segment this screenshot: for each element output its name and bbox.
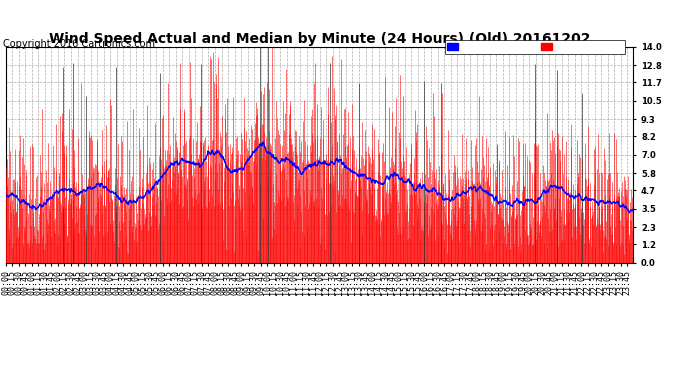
Title: Wind Speed Actual and Median by Minute (24 Hours) (Old) 20161202: Wind Speed Actual and Median by Minute (… xyxy=(49,32,590,46)
Legend: Median (mph), Wind  (mph): Median (mph), Wind (mph) xyxy=(444,40,625,54)
Text: Copyright 2016 Cartronics.com: Copyright 2016 Cartronics.com xyxy=(3,39,155,50)
